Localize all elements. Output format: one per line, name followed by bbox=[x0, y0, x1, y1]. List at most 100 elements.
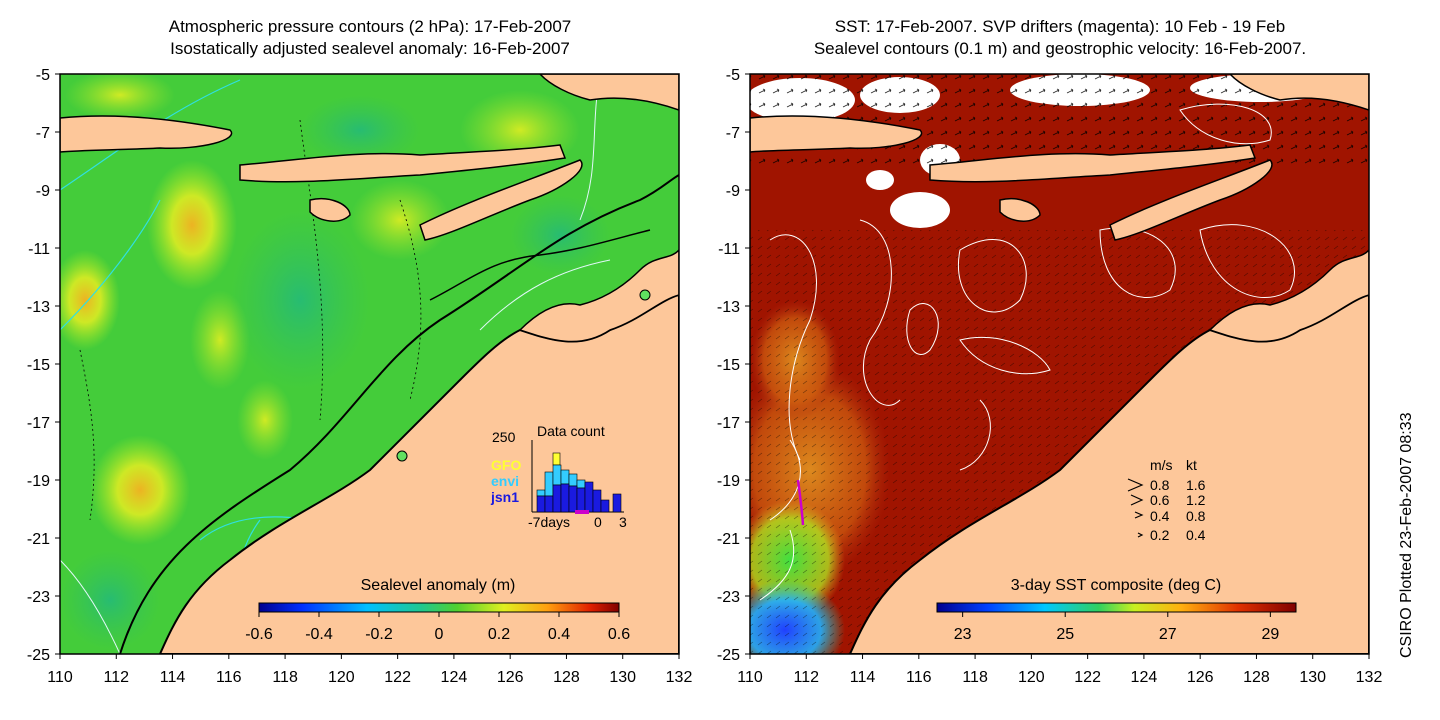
sst-lon-label: 126 bbox=[1187, 669, 1214, 686]
inset-bar-jsn1 bbox=[612, 493, 622, 513]
sealevel-contour bbox=[906, 303, 939, 355]
sst-lon-label: 124 bbox=[1131, 669, 1158, 686]
inset-title: Data count bbox=[537, 423, 605, 439]
inset-drifter-marker bbox=[575, 510, 589, 514]
sst-colorbar: 3-day SST composite (deg C) 23 25 27 29 bbox=[936, 577, 1297, 643]
sla-colorbar: Sealevel anomaly (m) -0.6 -0.4 -0.2 0 0.2 0.4… bbox=[245, 577, 630, 643]
sla-colorbar-tick-label: 0.6 bbox=[608, 626, 630, 643]
inset-bar-jsn1 bbox=[560, 483, 570, 513]
sst-lat-label: -15 bbox=[717, 357, 740, 374]
sst-lat-label: -21 bbox=[717, 531, 740, 548]
land-lesser-sunda bbox=[929, 144, 1257, 183]
right-title-line1: SST: 17-Feb-2007. SVP drifters (magenta)… bbox=[834, 17, 1286, 36]
sst-lon-label: 116 bbox=[906, 669, 932, 686]
sst-lon-label: 120 bbox=[1018, 669, 1045, 686]
sla-lat-label: -23 bbox=[27, 589, 50, 606]
tide-gauge-marker bbox=[396, 450, 408, 462]
sla-colorbar-tick-label: -0.6 bbox=[245, 626, 273, 643]
inset-bar-envi bbox=[568, 473, 578, 487]
sla-lon-label: 114 bbox=[160, 669, 186, 686]
sealevel-contour bbox=[769, 234, 817, 461]
sla-high-anomaly bbox=[60, 250, 120, 350]
velocity-row-ms: 0.2 bbox=[1150, 527, 1170, 543]
inset-legend-envi: envi bbox=[491, 473, 519, 489]
sla-lon-label: 128 bbox=[553, 669, 580, 686]
velocity-arrow-icon bbox=[1130, 494, 1144, 506]
sla-lat-label: -5 bbox=[36, 67, 50, 84]
sla-contour bbox=[299, 119, 324, 421]
inset-ymax: 250 bbox=[492, 429, 516, 445]
inset-bar-gfo bbox=[552, 452, 561, 466]
sla-lon-label: 118 bbox=[272, 669, 298, 686]
sla-lon-label: 116 bbox=[216, 669, 242, 686]
sst-colorbar-ticks: 23 25 27 29 bbox=[954, 612, 1279, 643]
sla-colorbar-tick-label: 0.2 bbox=[488, 626, 510, 643]
land-islands-north bbox=[538, 74, 679, 111]
land-timor bbox=[419, 159, 583, 241]
sst-lat-label: -25 bbox=[717, 647, 740, 664]
cloud-patch bbox=[890, 192, 950, 228]
sst-lat-label: -19 bbox=[717, 473, 740, 490]
sla-lon-label: 120 bbox=[328, 669, 355, 686]
land-coastline-detail bbox=[518, 248, 679, 343]
sst-lon-label: 112 bbox=[794, 669, 820, 686]
velocity-row-ms: 0.8 bbox=[1150, 477, 1170, 493]
sst-colorbar-label: 3-day SST composite (deg C) bbox=[1011, 577, 1221, 594]
sst-lon-label: 110 bbox=[737, 669, 763, 686]
sst-lon-label: 118 bbox=[962, 669, 988, 686]
inset-bar-jsn1 bbox=[592, 489, 602, 513]
sst-map bbox=[750, 74, 1369, 654]
sla-lat-label: -25 bbox=[27, 647, 50, 664]
sla-lat-label: -13 bbox=[27, 299, 50, 316]
sst-lat-label: -9 bbox=[726, 183, 740, 200]
sla-colorbar-label: Sealevel anomaly (m) bbox=[361, 577, 516, 594]
sst-lat-label: -23 bbox=[717, 589, 740, 606]
plot-credit: CSIRO Plotted 23-Feb-2007 08:33 bbox=[1398, 412, 1415, 658]
inset-bar-jsn1 bbox=[536, 495, 546, 513]
sealevel-contour bbox=[958, 239, 1027, 313]
inset-legend-gfo: GFO bbox=[491, 457, 521, 473]
velocity-legend: m/s kt 0.8 1.6 0.6 1.2 0.4 0.8 0.2 0.4 bbox=[1127, 457, 1206, 543]
inset-bars bbox=[536, 452, 622, 514]
land-java bbox=[750, 115, 923, 153]
velocity-row-kt: 1.6 bbox=[1186, 477, 1206, 493]
velocity-header-ms: m/s bbox=[1150, 457, 1173, 473]
inset-bar-jsn1 bbox=[568, 485, 578, 513]
land-java bbox=[60, 115, 233, 153]
sealevel-contour bbox=[959, 399, 991, 471]
land-islands-north bbox=[1228, 74, 1369, 111]
pressure-contour bbox=[479, 259, 611, 331]
sla-colorbar-tick-label: 0 bbox=[435, 626, 444, 643]
sst-lat-label: -5 bbox=[726, 67, 740, 84]
map-axes: 110 112 114 116 118 120 122 124 126 128 130 132 -5 -7… bbox=[27, 67, 1383, 686]
sla-lat-label: -19 bbox=[27, 473, 50, 490]
cloud-patch bbox=[866, 170, 894, 190]
sla-lon-label: 126 bbox=[497, 669, 524, 686]
velocity-row-ms: 0.4 bbox=[1150, 508, 1170, 524]
land-sumba bbox=[999, 198, 1041, 222]
left-title: Atmospheric pressure contours (2 hPa): 1… bbox=[60, 16, 680, 60]
sst-lat-label: -17 bbox=[717, 415, 740, 432]
sla-lat-label: -15 bbox=[27, 357, 50, 374]
velocity-row-ms: 0.6 bbox=[1150, 492, 1170, 508]
sst-lat-label: -13 bbox=[717, 299, 740, 316]
sst-colorbar-tick-label: 29 bbox=[1261, 626, 1279, 643]
right-title-line2: Sealevel contours (0.1 m) and geostrophi… bbox=[813, 39, 1307, 58]
sla-low-anomaly bbox=[230, 210, 370, 390]
sla-lon-label: 132 bbox=[666, 669, 693, 686]
inset-legend-jsn1: jsn1 bbox=[490, 489, 519, 505]
inset-bar-envi bbox=[576, 479, 586, 489]
sla-lat-label: -17 bbox=[27, 415, 50, 432]
sla-colorbar-tick-label: -0.4 bbox=[305, 626, 333, 643]
right-title: SST: 17-Feb-2007. SVP drifters (magenta)… bbox=[730, 16, 1390, 60]
land-lesser-sunda bbox=[239, 144, 567, 183]
inset-bar-jsn1 bbox=[544, 495, 554, 513]
sla-colorbar-gradient bbox=[258, 602, 620, 613]
sealevel-contour bbox=[959, 336, 1051, 375]
sst-lon-label: 114 bbox=[850, 669, 876, 686]
sla-colorbar-ticks: -0.6 -0.4 -0.2 0 0.2 0.4 0.6 bbox=[245, 612, 630, 643]
velocity-arrow-icon bbox=[1127, 478, 1144, 492]
sla-lon-label: 122 bbox=[384, 669, 411, 686]
land-sumba bbox=[309, 198, 351, 222]
sla-colorbar-tick-label: -0.2 bbox=[365, 626, 393, 643]
